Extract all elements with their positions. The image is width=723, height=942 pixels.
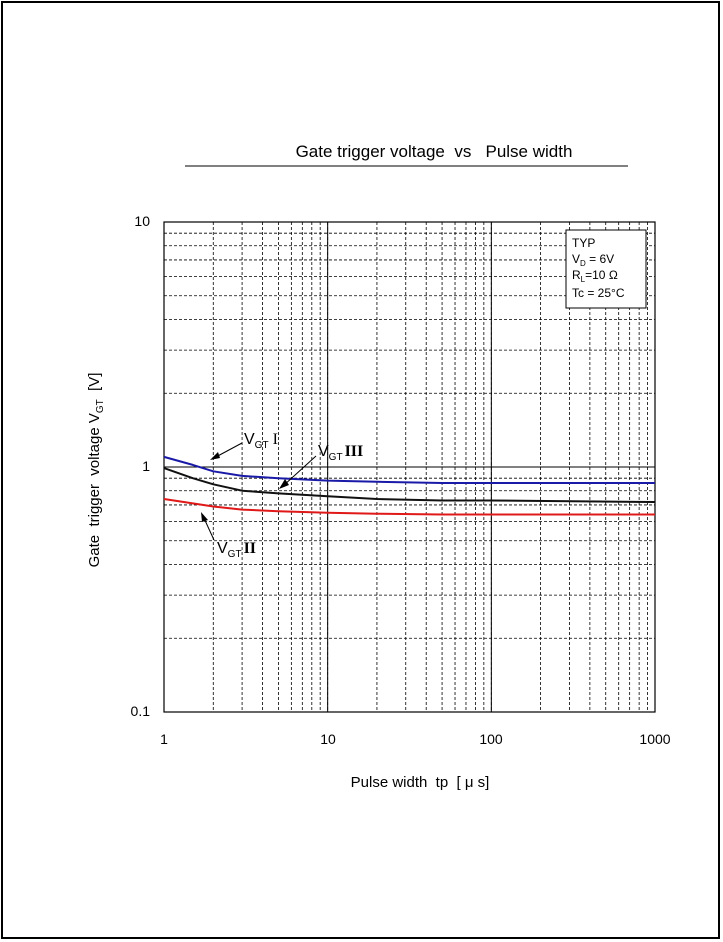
vgt-1-line xyxy=(163,455,655,484)
y-tick-label: 1 xyxy=(142,458,150,474)
y-axis-label-unit: [V] xyxy=(86,373,103,400)
annotation-arrowhead xyxy=(201,512,208,522)
annotation-vgt-2: VGT II xyxy=(201,512,256,560)
vgt-2-line xyxy=(163,498,655,516)
legend-line-4: Tc = 25°C xyxy=(572,286,625,300)
annotation-label: VGT II xyxy=(217,540,256,560)
y-axis-label-main: Gate trigger voltage V xyxy=(86,413,103,567)
legend-box: TYP VD = 6V RL=10 Ω Tc = 25°C xyxy=(565,229,647,309)
x-axis-label: Pulse width tp [ μ s] xyxy=(351,774,490,791)
legend-frame xyxy=(565,229,647,309)
plot-area-border xyxy=(163,221,656,713)
y-axis-label: Gate trigger voltage VGT [V] xyxy=(86,373,106,568)
annotation-label: VGT I xyxy=(244,431,278,451)
x-tick-label: 10 xyxy=(320,731,336,747)
chart-title: Gate trigger voltage vs Pulse width xyxy=(296,142,573,161)
x-tick-labels: 1 10 100 1000 xyxy=(160,731,671,747)
x-tick-label: 100 xyxy=(479,731,503,747)
legend-line-2: VD = 6V xyxy=(572,252,614,268)
annotation-arrow xyxy=(282,455,317,487)
legend-line-3: RL=10 Ω xyxy=(572,268,618,284)
annotation-vgt-3: VGT III xyxy=(279,443,363,489)
series-lines xyxy=(163,455,656,516)
x-tick-label: 1000 xyxy=(639,731,670,747)
y-tick-label: 0.1 xyxy=(131,703,151,719)
legend-line-1: TYP xyxy=(572,236,595,250)
y-tick-labels: 10 1 0.1 xyxy=(131,213,151,719)
y-axis-label-sub: GT xyxy=(95,399,106,413)
annotation-arrowhead xyxy=(279,479,289,489)
vgt-3-line xyxy=(163,467,656,503)
annotation-arrowhead xyxy=(210,452,220,460)
annotation-vgt-1: VGT I xyxy=(210,431,278,460)
major-grid xyxy=(164,222,655,712)
x-tick-label: 1 xyxy=(160,731,168,747)
annotation-label: VGT III xyxy=(318,443,363,463)
y-tick-label: 10 xyxy=(134,213,150,229)
